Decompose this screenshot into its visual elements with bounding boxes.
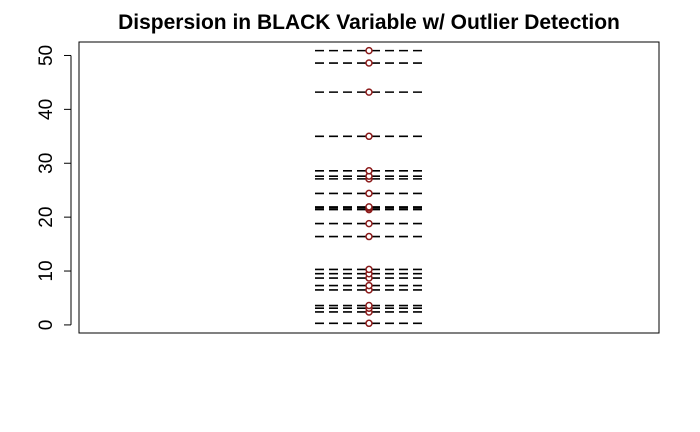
data-point xyxy=(365,265,373,274)
data-point xyxy=(365,46,373,55)
data-point xyxy=(365,132,373,141)
data-point xyxy=(365,232,373,241)
y-tick-label: 20 xyxy=(36,207,57,228)
y-tick-label: 10 xyxy=(36,260,57,281)
data-point xyxy=(365,219,373,228)
data-point xyxy=(365,301,373,310)
plot-frame xyxy=(78,41,660,334)
dash-lines xyxy=(315,49,423,325)
data-points xyxy=(365,46,373,328)
data-point xyxy=(365,88,373,96)
data-point xyxy=(365,189,373,198)
y-axis: 0 10 20 30 40 50 xyxy=(36,45,72,331)
data-point xyxy=(365,203,373,211)
y-tick-label: 0 xyxy=(36,320,57,331)
data-point xyxy=(365,281,373,290)
data-point xyxy=(365,319,373,328)
y-tick-label: 50 xyxy=(36,45,57,66)
data-point xyxy=(365,167,373,175)
y-tick-label: 30 xyxy=(36,153,57,174)
data-point xyxy=(365,59,373,67)
chart-title: Dispersion in BLACK Variable w/ Outlier … xyxy=(118,11,620,34)
y-tick-label: 40 xyxy=(36,99,57,120)
